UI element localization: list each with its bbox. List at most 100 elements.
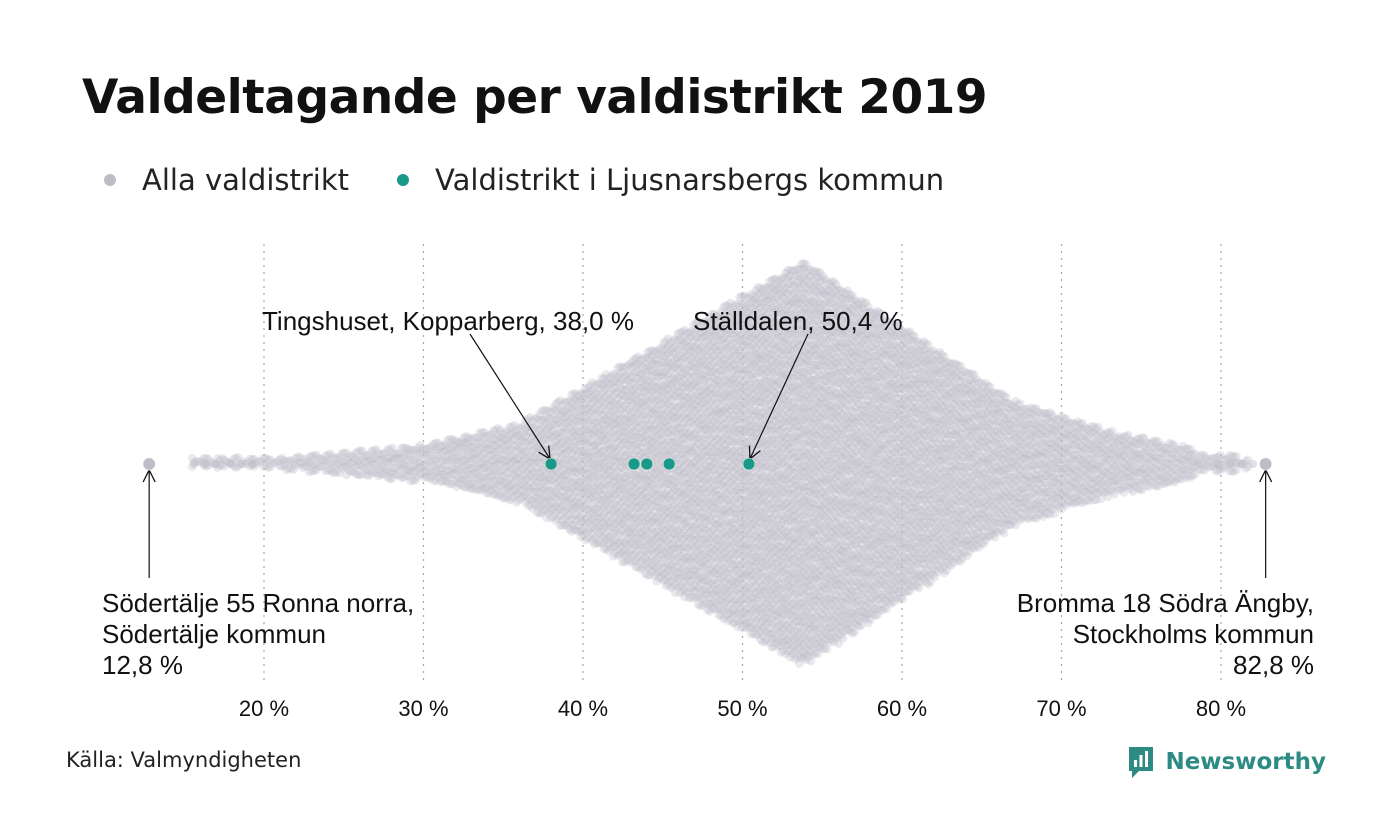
swarm-dot bbox=[489, 440, 498, 450]
swarm-dot bbox=[275, 455, 284, 464]
swarm-dot bbox=[484, 445, 494, 455]
swarm-dot bbox=[358, 470, 367, 479]
swarm-dot bbox=[385, 467, 395, 477]
swarm-dot bbox=[355, 455, 365, 465]
swarm-dot bbox=[289, 465, 298, 475]
swarm-dot bbox=[224, 458, 234, 467]
swarm-dot bbox=[397, 443, 406, 453]
swarm-dot bbox=[440, 440, 450, 450]
swarm-dot bbox=[436, 441, 445, 451]
swarm-dot bbox=[312, 450, 321, 460]
swarm-dot bbox=[187, 454, 197, 463]
swarm-dot bbox=[447, 470, 457, 479]
swarm-dot bbox=[319, 461, 328, 470]
swarm-dot bbox=[429, 445, 439, 455]
legend-label-ljusnarsberg: Valdistrikt i Ljusnarsbergs kommun bbox=[435, 163, 945, 197]
swarm-dot bbox=[480, 478, 489, 487]
swarm-dot bbox=[443, 472, 452, 482]
swarm-dot bbox=[208, 459, 218, 469]
swarm-dot bbox=[427, 442, 436, 451]
swarm-dot bbox=[484, 451, 494, 461]
swarm-dot bbox=[335, 468, 344, 478]
swarm-dot bbox=[408, 461, 418, 471]
swarm-dot bbox=[378, 463, 388, 472]
legend-marker-all bbox=[104, 174, 116, 186]
swarm-dot bbox=[452, 458, 462, 468]
swarm-dot bbox=[192, 456, 202, 466]
swarm-dot bbox=[213, 454, 222, 463]
swarm-dot bbox=[486, 438, 496, 447]
swarm-dot bbox=[355, 446, 365, 455]
swarm-dot bbox=[489, 462, 498, 471]
swarm-dot bbox=[367, 460, 376, 469]
swarm-dot bbox=[482, 431, 491, 441]
swarm-dot bbox=[452, 436, 462, 446]
swarm-dot bbox=[346, 467, 356, 477]
swarm-dot bbox=[470, 442, 480, 451]
swarm-dot bbox=[429, 469, 439, 478]
swarm-dot bbox=[401, 465, 411, 474]
swarm-dot bbox=[486, 458, 496, 467]
swarm-dot bbox=[482, 439, 491, 449]
swarm-dot bbox=[408, 455, 418, 464]
swarm-dot bbox=[229, 454, 238, 464]
swarm-dot bbox=[351, 455, 360, 464]
swarm-dot bbox=[436, 448, 445, 457]
swarm-dot bbox=[470, 455, 480, 465]
swarm-dot bbox=[277, 453, 287, 463]
swarm-dot bbox=[376, 469, 386, 479]
swarm-dot bbox=[279, 460, 289, 470]
swarm-dot bbox=[388, 452, 397, 461]
swarm-dot bbox=[461, 454, 471, 464]
swarm-dot bbox=[298, 457, 307, 467]
swarm-dot bbox=[473, 433, 482, 442]
swarm-dot bbox=[245, 461, 254, 471]
swarm-dot bbox=[470, 462, 480, 472]
swarm-dot bbox=[443, 478, 452, 487]
swarm-dot bbox=[390, 469, 399, 478]
swarm-dot bbox=[247, 460, 257, 470]
swarm-dot bbox=[473, 462, 482, 472]
swarm-dot bbox=[413, 444, 422, 453]
swarm-dot bbox=[445, 434, 455, 444]
swarm-dot bbox=[220, 455, 229, 465]
swarm-dot bbox=[365, 463, 374, 473]
swarm-dot bbox=[486, 486, 496, 496]
swarm-dot bbox=[399, 473, 409, 482]
swarm-dot bbox=[204, 461, 213, 471]
swarm-dot bbox=[463, 439, 473, 448]
swarm-dot bbox=[434, 468, 443, 478]
swarm-dot bbox=[399, 443, 409, 453]
legend-item-all: Alla valdistrikt bbox=[104, 163, 349, 197]
swarm-dot bbox=[369, 467, 379, 477]
swarm-dot bbox=[461, 483, 471, 492]
swarm-dot bbox=[284, 456, 294, 466]
swarm-dot bbox=[440, 476, 450, 486]
swarm-dot bbox=[475, 459, 485, 468]
swarm-dot bbox=[482, 474, 491, 484]
swarm-dot bbox=[289, 458, 298, 467]
swarm-dot bbox=[443, 450, 452, 460]
swarm-dot bbox=[404, 456, 413, 466]
swarm-dot bbox=[406, 445, 416, 455]
swarm-dot bbox=[328, 467, 337, 477]
swarm-dot bbox=[254, 456, 264, 466]
swarm-dot bbox=[383, 458, 393, 467]
swarm-dot bbox=[394, 449, 404, 458]
swarm-dot bbox=[390, 449, 399, 458]
swarm-dot bbox=[484, 481, 494, 491]
swarm-dot bbox=[475, 465, 485, 474]
swarm-dot bbox=[463, 433, 473, 443]
swarm-dot bbox=[480, 484, 489, 494]
swarm-dot bbox=[450, 469, 459, 479]
swarm-dot bbox=[351, 469, 360, 478]
swarm-dot bbox=[312, 458, 321, 468]
swarm-dot bbox=[443, 436, 452, 445]
swarm-dot bbox=[275, 461, 284, 471]
swarm-dot bbox=[390, 463, 399, 473]
swarm-dot bbox=[431, 467, 441, 477]
swarm-dot bbox=[422, 450, 432, 460]
swarm-dot bbox=[454, 452, 464, 461]
swarm-dot bbox=[468, 463, 478, 473]
